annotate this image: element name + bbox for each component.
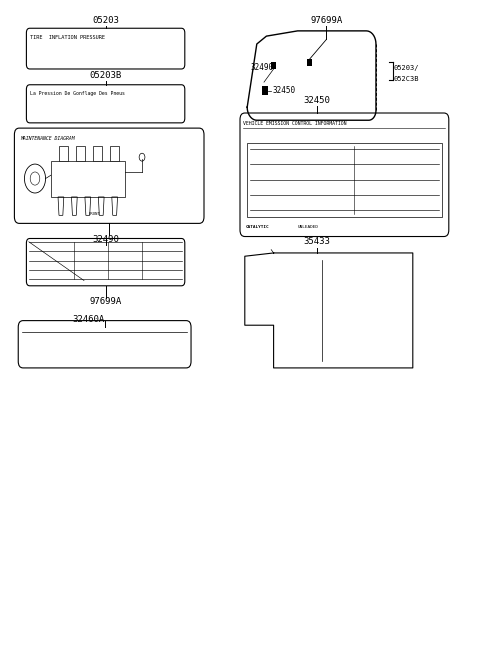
Bar: [307, 59, 312, 66]
Text: 97699A: 97699A: [89, 297, 122, 306]
FancyBboxPatch shape: [18, 321, 191, 368]
Bar: [262, 86, 268, 95]
Text: 05203B: 05203B: [89, 71, 122, 80]
Text: 32490: 32490: [251, 63, 274, 72]
Bar: [110, 147, 119, 161]
Bar: [247, 143, 442, 217]
Text: UNLEADED: UNLEADED: [298, 225, 319, 229]
Bar: [271, 62, 276, 69]
FancyBboxPatch shape: [26, 238, 185, 286]
FancyBboxPatch shape: [26, 28, 185, 69]
FancyBboxPatch shape: [240, 113, 449, 237]
Text: 05203/: 05203/: [394, 65, 419, 71]
Text: 97699A: 97699A: [310, 16, 343, 25]
Text: TIRE  INFLATION PRESSURE: TIRE INFLATION PRESSURE: [30, 35, 105, 40]
Text: CATALYTIC: CATALYTIC: [246, 225, 269, 229]
Text: 05203: 05203: [92, 16, 119, 25]
FancyBboxPatch shape: [26, 85, 185, 123]
Bar: [60, 147, 68, 161]
Text: 32490: 32490: [92, 235, 119, 244]
Bar: [93, 147, 102, 161]
Text: 052C3B: 052C3B: [394, 76, 419, 82]
Text: 32460A: 32460A: [72, 315, 105, 325]
Text: FRONT: FRONT: [88, 212, 100, 217]
Bar: [76, 147, 85, 161]
FancyBboxPatch shape: [14, 128, 204, 223]
Text: VEHICLE EMISSION CONTROL INFORMATION: VEHICLE EMISSION CONTROL INFORMATION: [243, 121, 347, 126]
Text: 32450: 32450: [272, 86, 295, 95]
Bar: [51, 161, 125, 197]
Text: La Pression De Gonflage Des Pneus: La Pression De Gonflage Des Pneus: [30, 91, 125, 97]
Text: MAINTENANCE DIAGRAM: MAINTENANCE DIAGRAM: [20, 136, 75, 141]
Text: 32450: 32450: [303, 96, 330, 105]
Text: 35433: 35433: [303, 237, 330, 246]
